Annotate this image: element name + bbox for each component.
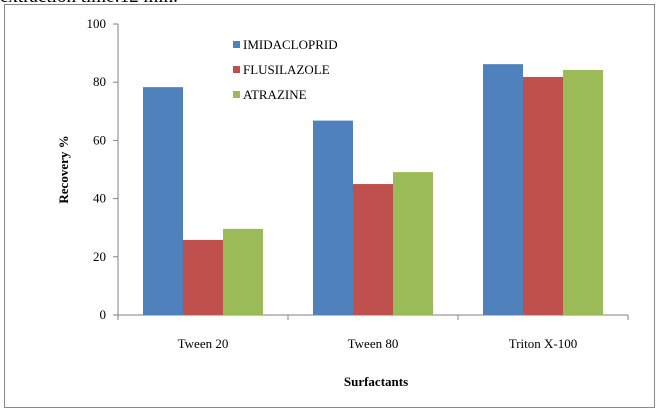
legend-swatch (233, 66, 240, 73)
bar-imidacloprid (313, 120, 353, 315)
legend-label: ATRAZINE (243, 87, 307, 102)
legend-swatch (233, 41, 240, 48)
bar-atrazine (223, 228, 263, 315)
y-tick-label: 40 (93, 191, 106, 206)
y-tick-label: 100 (87, 16, 107, 31)
x-tick-label: Tween 80 (348, 336, 399, 351)
y-tick-label: 0 (100, 307, 107, 322)
legend-label: FLUSILAZOLE (243, 62, 330, 77)
bar-imidacloprid (143, 87, 183, 315)
bar-flusilazole (523, 76, 563, 315)
legend-label: IMIDACLOPRID (243, 37, 338, 52)
x-tick-label: Tween 20 (178, 336, 229, 351)
y-ticks: 0 20 40 60 80 100 (87, 16, 118, 322)
bar-imidacloprid (483, 64, 523, 316)
bar-flusilazole (183, 239, 223, 315)
x-axis-title: Surfactants (344, 374, 408, 389)
bar-flusilazole (353, 184, 393, 315)
caption-fragment: extraction time:12 min. (0, 0, 178, 8)
y-tick-label: 80 (93, 74, 106, 89)
bar-atrazine (563, 69, 603, 315)
legend-swatch (233, 91, 240, 98)
x-ticks: Tween 20 Tween 80 Triton X-100 (117, 315, 629, 351)
legend: IMIDACLOPRID FLUSILAZOLE ATRAZINE (233, 37, 338, 102)
bar-atrazine (393, 172, 433, 315)
chart-frame (4, 4, 655, 408)
x-tick-label: Triton X-100 (509, 336, 578, 351)
y-tick-label: 20 (93, 249, 106, 264)
bars (143, 64, 603, 316)
y-axis-title: Recovery % (56, 135, 71, 203)
y-tick-label: 60 (93, 132, 106, 147)
